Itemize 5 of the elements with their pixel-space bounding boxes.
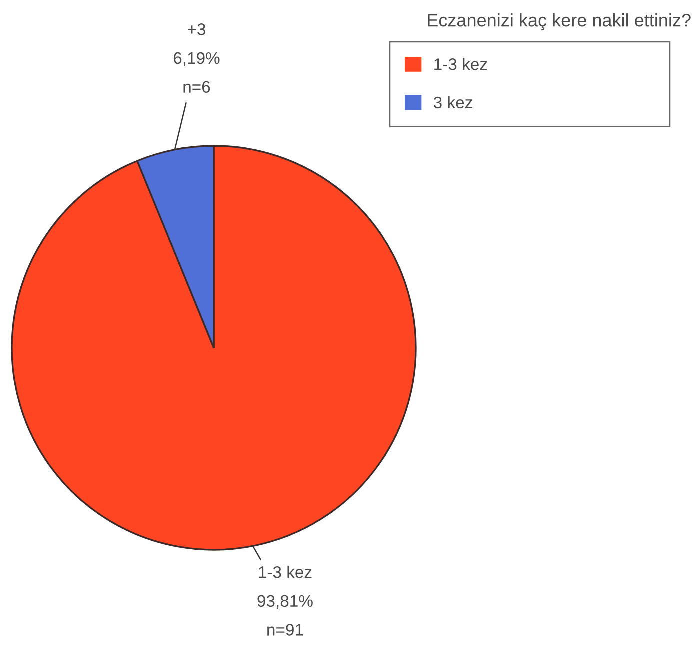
data-label: +3 6,19% n=6 xyxy=(174,24,220,93)
chart-title: Eczanenizi kaç kere nakil ettiniz? xyxy=(428,14,691,30)
legend-label: 1-3 kez xyxy=(434,58,488,70)
legend-label: 3 kez xyxy=(434,96,472,109)
data-label: 1-3 kez 93,81% n=91 xyxy=(258,566,313,636)
